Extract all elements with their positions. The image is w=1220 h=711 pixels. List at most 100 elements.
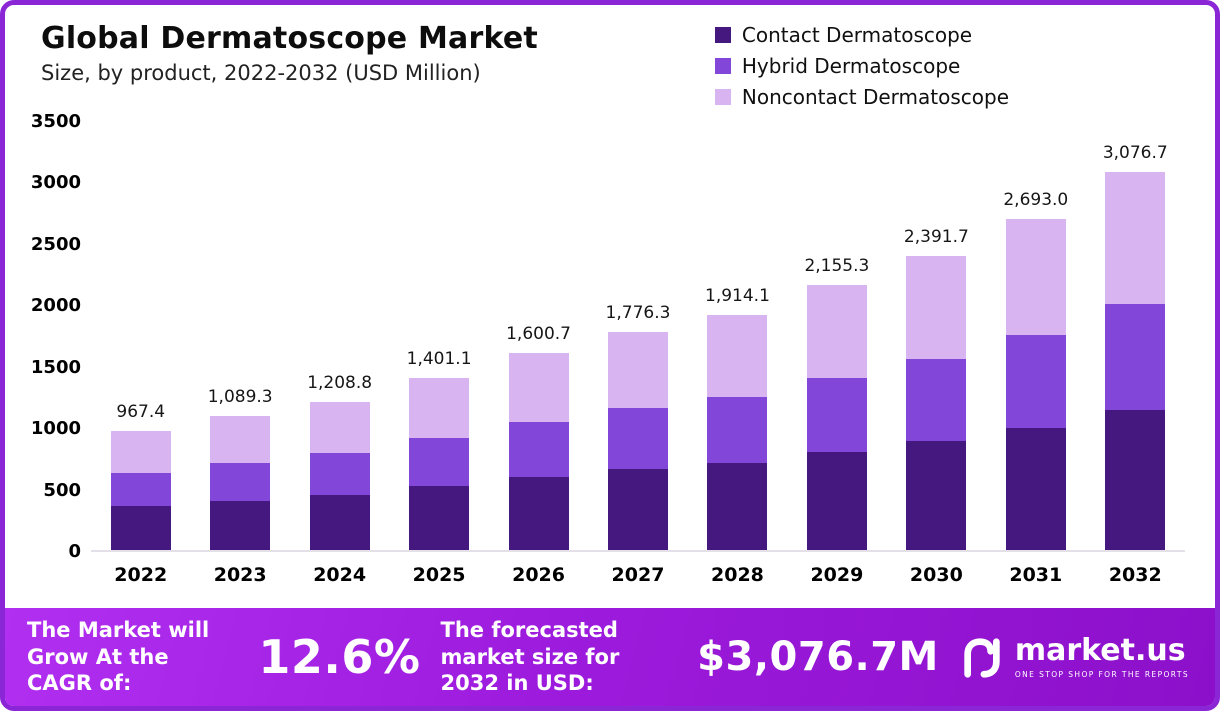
bar-segment-noncontact bbox=[309, 401, 370, 454]
bar-segment-contact bbox=[1005, 427, 1066, 550]
bar-2029: 2,155.3 bbox=[787, 122, 886, 550]
bar-segment-contact bbox=[1105, 410, 1166, 550]
bar-stack bbox=[309, 401, 370, 550]
bar-2024: 1,208.8 bbox=[290, 122, 389, 550]
bar-segment-hybrid bbox=[210, 463, 271, 501]
bar-segment-noncontact bbox=[210, 416, 271, 464]
bar-stack bbox=[906, 256, 967, 550]
bar-segment-noncontact bbox=[508, 353, 569, 423]
bar-stack bbox=[409, 377, 470, 550]
x-axis-label: 2022 bbox=[114, 564, 168, 586]
bar-segment-contact bbox=[210, 500, 271, 550]
x-axis: 2022 2023 2024 2025 2026 2027 2028 2029 2030 2031… bbox=[91, 552, 1185, 598]
bar-segment-contact bbox=[110, 506, 171, 550]
x-axis-label: 2029 bbox=[810, 564, 864, 586]
bar-total-label: 1,776.3 bbox=[605, 302, 671, 323]
y-axis-tick: 500 bbox=[43, 479, 81, 501]
x-axis-label: 2028 bbox=[711, 564, 764, 586]
bar-2023: 1,089.3 bbox=[190, 122, 289, 550]
y-axis: 0 500 1000 1500 2000 2500 3000 3500 bbox=[23, 112, 91, 562]
bar-segment-noncontact bbox=[707, 314, 768, 398]
x-axis-label: 2027 bbox=[611, 564, 665, 586]
bar-segment-contact bbox=[409, 486, 470, 550]
bar-segment-hybrid bbox=[409, 438, 470, 487]
bar-segment-contact bbox=[607, 469, 668, 550]
x-axis-label: 2030 bbox=[909, 564, 963, 586]
bar-segment-noncontact bbox=[1005, 219, 1066, 335]
x-axis-label: 2024 bbox=[313, 564, 367, 586]
x-axis-label: 2032 bbox=[1108, 564, 1162, 586]
bar-total-label: 3,076.7 bbox=[1102, 143, 1168, 164]
x-axis-label: 2023 bbox=[213, 564, 267, 586]
y-axis-tick: 2500 bbox=[30, 233, 81, 255]
bar-total-label: 1,600.7 bbox=[506, 324, 571, 345]
bar-stack bbox=[210, 416, 271, 550]
bar-segment-noncontact bbox=[806, 285, 867, 378]
legend-swatch-noncontact bbox=[714, 89, 731, 105]
plot-area: 967.4 1,089.3 1,208.8 1,401.1 1,600.7 1,776.3… bbox=[91, 122, 1185, 552]
legend-swatch-hybrid bbox=[714, 58, 731, 74]
bar-stack bbox=[508, 353, 569, 550]
bar-total-label: 1,914.1 bbox=[705, 285, 770, 306]
bar-segment-hybrid bbox=[806, 377, 867, 453]
bar-2025: 1,401.1 bbox=[389, 122, 488, 550]
bar-total-label: 1,401.1 bbox=[406, 348, 472, 369]
bar-total-label: 967.4 bbox=[116, 402, 166, 423]
bar-total-label: 2,391.7 bbox=[903, 227, 969, 248]
bar-segment-hybrid bbox=[1105, 304, 1166, 411]
bar-segment-hybrid bbox=[906, 359, 967, 442]
cagr-label: The Market will Grow At the CAGR of: bbox=[27, 617, 210, 696]
x-axis-label: 2026 bbox=[512, 564, 565, 586]
bar-segment-hybrid bbox=[707, 397, 768, 463]
footer-banner: The Market will Grow At the CAGR of: 12.… bbox=[5, 608, 1215, 706]
bar-total-label: 1,208.8 bbox=[307, 372, 373, 393]
bar-segment-noncontact bbox=[110, 431, 171, 473]
brand-name: market.us bbox=[1014, 632, 1186, 668]
bar-2032: 3,076.7 bbox=[1086, 122, 1185, 550]
bar-segment-contact bbox=[707, 463, 768, 550]
legend-label-noncontact: Noncontact Dermatoscope bbox=[741, 85, 1009, 109]
bar-segment-noncontact bbox=[1105, 172, 1166, 305]
bar-stack bbox=[707, 314, 768, 550]
bar-segment-hybrid bbox=[110, 472, 171, 507]
bar-stack bbox=[1105, 172, 1166, 550]
x-axis-label: 2025 bbox=[412, 564, 466, 586]
title-block: Global Dermatoscope Market Size, by prod… bbox=[41, 21, 538, 85]
bar-2027: 1,776.3 bbox=[588, 122, 687, 550]
bar-stack bbox=[806, 285, 867, 550]
bar-total-label: 2,155.3 bbox=[804, 256, 870, 277]
bar-segment-contact bbox=[806, 452, 867, 550]
legend: Contact Dermatoscope Hybrid Dermatoscope… bbox=[714, 21, 1009, 109]
legend-item-hybrid: Hybrid Dermatoscope bbox=[714, 54, 1009, 78]
bar-total-label: 2,693.0 bbox=[1003, 190, 1069, 211]
bar-segment-contact bbox=[508, 477, 569, 550]
bar-segment-hybrid bbox=[1005, 334, 1066, 428]
chart-title: Global Dermatoscope Market bbox=[41, 21, 538, 56]
y-axis-tick: 0 bbox=[68, 541, 81, 562]
bar-2026: 1,600.7 bbox=[489, 122, 588, 550]
x-axis-label: 2031 bbox=[1009, 564, 1063, 586]
header: Global Dermatoscope Market Size, by prod… bbox=[5, 5, 1215, 109]
y-axis-tick: 3000 bbox=[30, 172, 81, 194]
bar-2028: 1,914.1 bbox=[688, 122, 787, 550]
y-axis-tick: 1500 bbox=[30, 356, 81, 378]
bar-stack bbox=[607, 331, 668, 550]
marketus-logo-icon bbox=[964, 638, 1000, 678]
legend-label-hybrid: Hybrid Dermatoscope bbox=[741, 54, 961, 78]
forecast-value: $3,076.7M bbox=[697, 634, 939, 680]
legend-item-contact: Contact Dermatoscope bbox=[714, 23, 1009, 47]
legend-label-contact: Contact Dermatoscope bbox=[741, 23, 973, 47]
brand-logo: market.us ONE STOP SHOP FOR THE REPORTS bbox=[959, 635, 1189, 679]
bar-2031: 2,693.0 bbox=[986, 122, 1085, 550]
bar-segment-noncontact bbox=[906, 256, 967, 360]
legend-swatch-contact bbox=[714, 27, 731, 43]
plot-row: 0 500 1000 1500 2000 2500 3000 3500 967.4 1,089.… bbox=[23, 112, 1185, 598]
bar-stack bbox=[110, 431, 171, 550]
bar-total-label: 1,089.3 bbox=[207, 387, 273, 408]
legend-item-noncontact: Noncontact Dermatoscope bbox=[714, 85, 1009, 109]
bar-segment-noncontact bbox=[409, 377, 470, 439]
bar-segment-contact bbox=[309, 495, 370, 550]
cagr-value: 12.6% bbox=[258, 630, 421, 684]
y-axis-tick: 2000 bbox=[30, 295, 81, 317]
